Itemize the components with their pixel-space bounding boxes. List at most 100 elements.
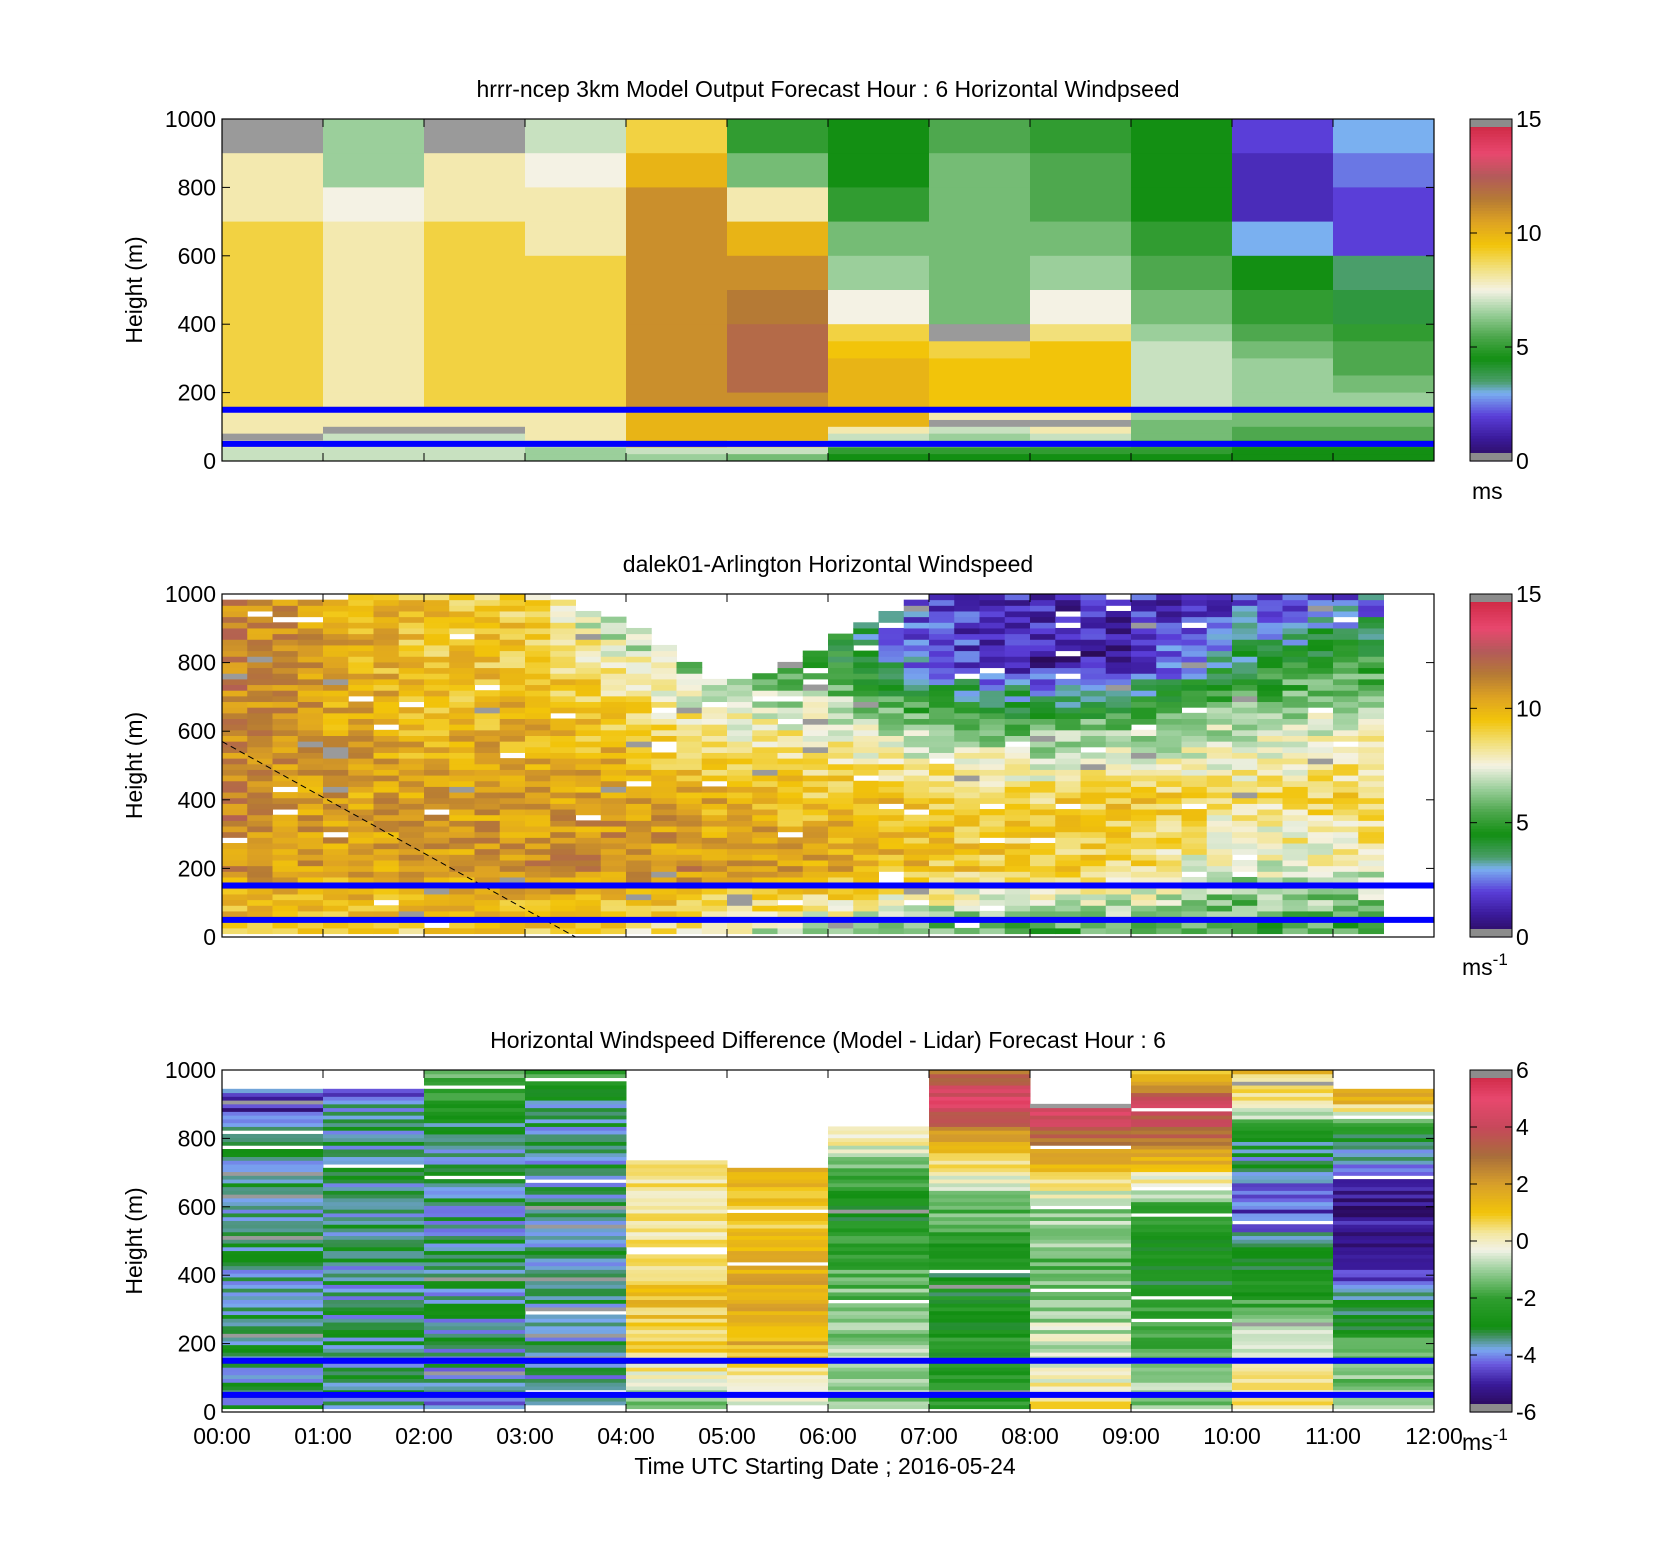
heatmap-cell <box>525 1280 627 1285</box>
heatmap-cell <box>777 735 804 742</box>
heatmap-cell <box>297 814 324 821</box>
heatmap-cell <box>1181 888 1208 895</box>
heatmap-cell <box>1358 684 1384 691</box>
heatmap-cell <box>903 814 930 821</box>
heatmap-cell <box>424 433 526 441</box>
colorbar-cap-top <box>1470 594 1512 602</box>
heatmap-cell <box>1232 447 1334 455</box>
heatmap-cell <box>600 888 627 895</box>
heatmap-cell <box>828 1291 930 1297</box>
heatmap-cell <box>1131 922 1157 929</box>
heatmap-cell <box>1030 358 1132 376</box>
heatmap-cell <box>1004 893 1031 901</box>
heatmap-cell <box>1030 650 1056 657</box>
heatmap-cell <box>525 905 551 912</box>
heatmap-cell <box>1131 1126 1233 1131</box>
colorbar-swatch <box>1470 622 1512 627</box>
heatmap-cell <box>1055 820 1081 827</box>
heatmap-cell <box>1030 1179 1132 1184</box>
heatmap-cell <box>297 673 324 680</box>
heatmap-cell <box>474 661 501 669</box>
heatmap-cell <box>903 905 930 912</box>
heatmap-cell <box>525 695 551 703</box>
heatmap-cell <box>449 746 475 753</box>
heatmap-cell <box>929 678 955 686</box>
heatmap-cell <box>1131 1250 1233 1255</box>
heatmap-cell <box>222 1333 324 1338</box>
heatmap-cell <box>929 1363 1031 1368</box>
heatmap-cell <box>651 792 677 799</box>
heatmap-cell <box>323 1348 425 1353</box>
heatmap-cell <box>550 775 576 782</box>
heatmap-cell <box>272 639 299 646</box>
heatmap-cell <box>903 707 930 714</box>
colorbar-swatch <box>1470 1272 1512 1276</box>
heatmap-cell <box>1030 814 1056 821</box>
heatmap-cell <box>676 820 703 827</box>
heatmap-cell <box>1131 1273 1233 1278</box>
heatmap-cell <box>222 1299 324 1304</box>
heatmap-cell <box>247 809 273 816</box>
heatmap-cell <box>1282 803 1309 810</box>
heatmap-cell <box>1232 605 1258 612</box>
heatmap-cell <box>323 1156 425 1161</box>
heatmap-cell <box>828 1280 930 1285</box>
heatmap-cell <box>575 854 602 861</box>
heatmap-cell <box>1206 678 1233 686</box>
heatmap-cell <box>1358 809 1384 816</box>
heatmap-cell <box>727 1276 829 1282</box>
heatmap-cell <box>550 758 576 765</box>
heatmap-cell <box>1105 763 1132 770</box>
heatmap-cell <box>954 876 980 884</box>
heatmap-cell <box>600 922 627 929</box>
heatmap-cell <box>828 1397 930 1402</box>
heatmap-cell <box>424 622 450 629</box>
heatmap-cell <box>600 865 627 872</box>
heatmap-cell <box>424 803 450 810</box>
heatmap-cell <box>1282 639 1309 646</box>
x-tick-label: 10:00 <box>1203 1423 1261 1449</box>
heatmap-cell <box>979 627 1006 635</box>
heatmap-cell <box>626 1171 728 1176</box>
heatmap-cell <box>1105 820 1132 827</box>
heatmap-cell <box>323 820 349 827</box>
heatmap-cell <box>929 922 955 929</box>
heatmap-cell <box>600 729 627 736</box>
heatmap-cell <box>525 1186 627 1191</box>
heatmap-cell <box>398 820 425 827</box>
heatmap-cell <box>1004 610 1031 618</box>
heatmap-cell <box>903 792 930 799</box>
heatmap-cell <box>323 610 349 618</box>
y-tick-label: 600 <box>178 1194 216 1220</box>
heatmap-cell <box>1030 1118 1132 1124</box>
heatmap-cell <box>449 718 475 725</box>
heatmap-cell <box>828 409 930 421</box>
heatmap-cell <box>1105 809 1132 816</box>
heatmap-cell <box>323 1299 425 1304</box>
heatmap-cell <box>297 724 324 731</box>
heatmap-cell <box>1131 644 1157 652</box>
heatmap-cell <box>525 752 551 759</box>
heatmap-cell <box>323 1197 425 1203</box>
heatmap-cell <box>626 803 652 810</box>
heatmap-cell <box>525 673 551 680</box>
heatmap-cell <box>1156 752 1182 759</box>
heatmap-cell <box>1181 701 1208 708</box>
heatmap-cell <box>1333 433 1435 441</box>
heatmap-cell <box>1333 854 1359 861</box>
heatmap-cell <box>499 803 526 810</box>
heatmap-cell <box>979 763 1006 770</box>
heatmap-cell <box>1131 899 1157 906</box>
heatmap-cell <box>878 797 905 804</box>
heatmap-cell <box>424 735 450 742</box>
heatmap-cell <box>802 865 829 872</box>
heatmap-cell <box>1282 667 1309 674</box>
colorbar-swatch <box>1470 372 1512 377</box>
heatmap-cell <box>1055 644 1081 652</box>
heatmap-cell <box>373 678 400 686</box>
heatmap-cell <box>727 1246 829 1252</box>
heatmap-cell <box>1333 752 1359 759</box>
heatmap-cell <box>878 633 905 640</box>
heatmap-cell <box>1156 650 1182 657</box>
colorbar-tick-label: 0 <box>1516 1228 1529 1254</box>
